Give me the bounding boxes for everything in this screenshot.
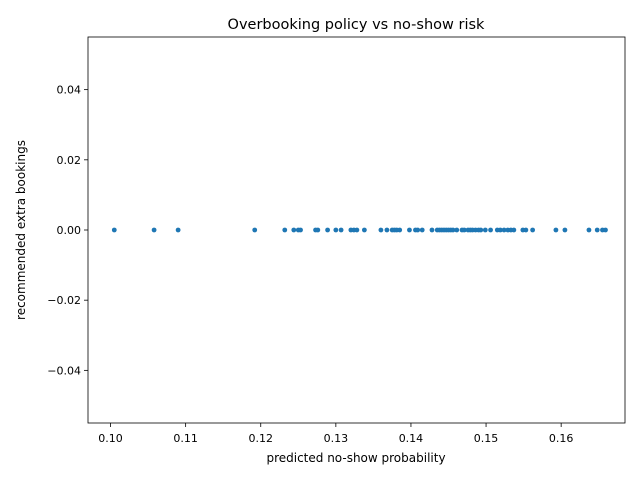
data-point	[586, 227, 592, 233]
y-tick-label: 0.04	[57, 84, 82, 97]
data-point	[511, 227, 517, 233]
data-point	[384, 227, 390, 233]
data-point	[450, 227, 456, 233]
data-point	[488, 227, 493, 233]
x-tick-label: 0.11	[173, 432, 198, 445]
data-point	[553, 227, 559, 233]
x-tick-label: 0.16	[549, 432, 574, 445]
points-layer	[111, 227, 608, 233]
data-point	[603, 227, 608, 233]
data-point	[415, 227, 421, 233]
x-tick-label: 0.14	[399, 432, 424, 445]
data-point	[315, 227, 321, 233]
data-point	[175, 227, 181, 233]
data-point	[354, 227, 360, 233]
x-axis-ticks: 0.10 0.11 0.12 0.13 0.14 0.15 0.16	[98, 423, 573, 445]
y-tick-label: −0.04	[47, 364, 81, 377]
x-tick-label: 0.13	[324, 432, 349, 445]
data-point	[461, 227, 467, 233]
data-point	[407, 227, 412, 233]
data-point	[397, 227, 403, 233]
data-point	[419, 227, 425, 233]
data-point	[523, 227, 529, 233]
y-tick-label: 0.00	[57, 224, 82, 237]
data-point	[282, 227, 288, 233]
data-point	[497, 227, 503, 233]
data-point	[151, 227, 157, 233]
data-point	[111, 227, 117, 233]
data-point	[252, 227, 258, 233]
data-point	[333, 227, 339, 233]
data-point	[325, 227, 330, 233]
data-point	[530, 227, 536, 233]
data-point	[594, 227, 600, 233]
data-point	[378, 227, 384, 233]
y-axis-ticks: −0.04 −0.02 0.00 0.02 0.04	[47, 84, 88, 377]
data-point	[478, 227, 484, 233]
data-point	[291, 227, 297, 233]
data-point	[454, 227, 460, 233]
y-tick-label: 0.02	[57, 154, 82, 167]
chart-title: Overbooking policy vs no-show risk	[228, 17, 485, 33]
y-tick-label: −0.02	[47, 294, 81, 307]
data-point	[338, 227, 344, 233]
data-point	[361, 227, 367, 233]
x-tick-label: 0.15	[474, 432, 499, 445]
y-axis-label: recommended extra bookings	[14, 140, 28, 320]
data-point	[482, 227, 488, 233]
data-point	[562, 227, 568, 233]
x-tick-label: 0.12	[248, 432, 273, 445]
data-point	[298, 227, 303, 233]
x-tick-label: 0.10	[98, 432, 123, 445]
data-point	[501, 227, 507, 233]
data-point	[429, 227, 435, 233]
x-axis-label: predicted no-show probability	[266, 451, 445, 465]
